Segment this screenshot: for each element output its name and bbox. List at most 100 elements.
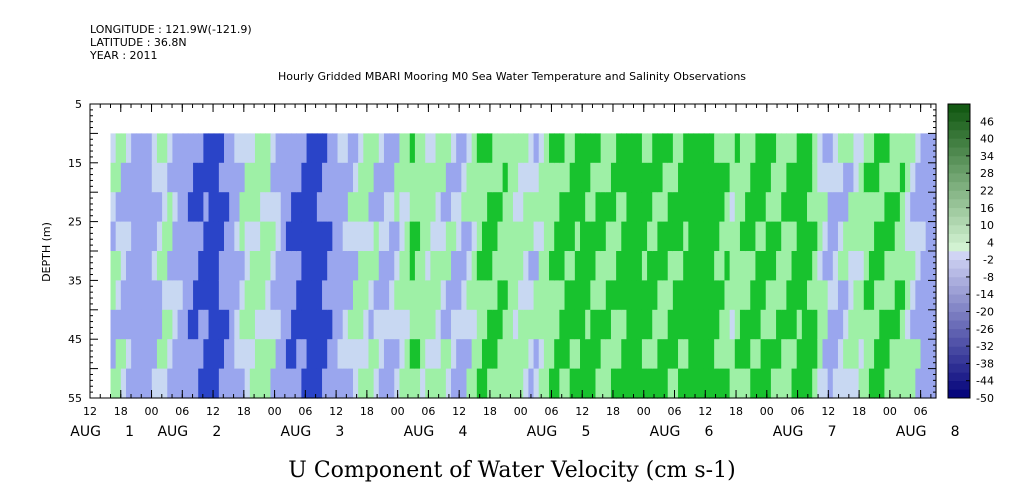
heatmap-cell [616,309,622,340]
heatmap-cell [585,309,591,340]
heatmap-cell [734,368,741,399]
heatmap-cell [750,309,757,340]
heatmap-cell [167,162,174,193]
heatmap-cell [750,133,757,164]
heatmap-cell [667,368,674,399]
heatmap-cell [291,339,297,370]
heatmap-cell [631,162,638,193]
heatmap-cell [807,162,813,193]
heatmap-cell [311,280,318,311]
heatmap-cell [801,280,808,311]
heatmap-cell [729,192,736,223]
heatmap-cell [445,339,452,370]
heatmap-cell [430,192,437,223]
heatmap-cell [905,221,911,252]
heatmap-cell [688,280,695,311]
heatmap-cell [848,162,855,193]
heatmap-cell [327,162,333,193]
heatmap-cell [817,192,824,223]
heatmap-cell [492,192,499,223]
heatmap-cell [801,251,808,281]
heatmap-cell [394,309,401,340]
heatmap-cell [451,280,457,311]
colorbar-swatch [948,346,970,356]
heatmap-cell [533,339,540,370]
heatmap-cell [358,309,364,340]
heatmap-cell [399,162,406,193]
heatmap-cell [724,368,731,399]
heatmap-cell [626,251,633,281]
heatmap-cell [512,133,519,164]
heatmap-cell [213,162,220,193]
heatmap-cell [543,280,550,311]
heatmap-cell [487,339,493,370]
heatmap-cell [512,192,519,223]
heatmap-cell [843,339,849,370]
heatmap-cell [193,221,199,252]
heatmap-cell [239,280,246,311]
heatmap-cell [373,133,380,164]
heatmap-cell [461,133,468,164]
heatmap-cell [724,339,731,370]
heatmap-cell [930,280,937,311]
colorbar-tick-label: -26 [976,323,994,336]
heatmap-cell [600,251,607,281]
heatmap-cell [610,339,617,370]
heatmap-cell [136,133,143,164]
heatmap-cell [296,192,302,223]
heatmap-cell [662,368,669,399]
heatmap-cell [549,192,555,223]
heatmap-cell [187,280,194,311]
heatmap-cell [254,280,261,311]
heatmap-cell [739,133,746,164]
colorbar-swatch [948,207,970,217]
heatmap-cell [636,162,643,193]
colorbar-swatch [948,147,970,157]
heatmap-cell [476,368,483,399]
heatmap-cell [564,339,571,370]
heatmap-cell [693,251,700,281]
heatmap-cell [120,133,127,164]
heatmap-cell [285,309,292,340]
heatmap-cell [843,133,849,164]
heatmap-cell [270,162,277,193]
heatmap-cell [306,280,313,311]
heatmap-cell [167,133,174,164]
heatmap-cell [621,368,628,399]
heatmap-cell [131,280,137,311]
heatmap-cell [131,192,137,223]
heatmap-cell [425,221,431,252]
heatmap-cell [224,309,230,340]
heatmap-cell [848,251,855,281]
x-hour-tick-label: 06 [298,405,312,418]
heatmap-cell [120,192,127,223]
heatmap-cell [198,133,204,164]
heatmap-cell [755,133,762,164]
heatmap-cell [621,280,628,311]
heatmap-cell [394,192,401,223]
x-day-number-label: 1 [125,424,134,440]
heatmap-cell [837,221,844,252]
heatmap-cell [363,251,370,281]
heatmap-cell [678,368,684,399]
heatmap-cell [378,251,385,281]
heatmap-cell [368,309,375,340]
heatmap-cell [688,251,695,281]
heatmap-cell [549,280,555,311]
heatmap-cell [270,192,277,223]
heatmap-cell [776,251,782,281]
heatmap-cell [213,368,220,399]
heatmap-cell [141,309,148,340]
heatmap-cell [198,339,204,370]
heatmap-cell [291,133,297,164]
heatmap-cell [213,339,220,370]
heatmap-cell [590,162,597,193]
colorbar-tick-label: 4 [987,236,994,249]
heatmap-cell [600,368,607,399]
heatmap-cell [337,368,344,399]
heatmap-cell [291,309,297,340]
heatmap-cell [342,162,349,193]
heatmap-cell [141,221,148,252]
heatmap-cell [383,368,390,399]
heatmap-cell [435,280,442,311]
